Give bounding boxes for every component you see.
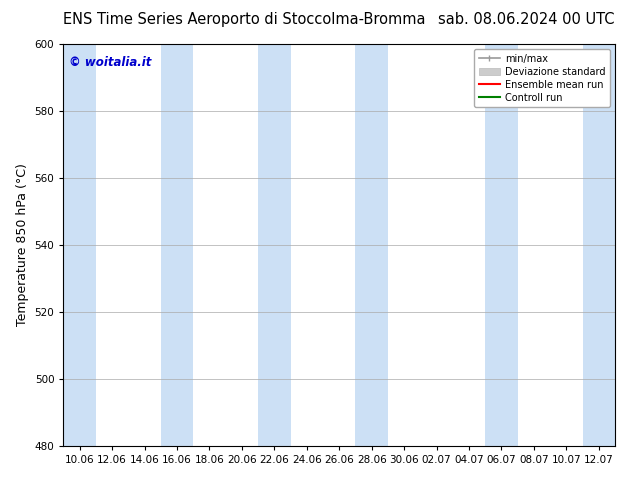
Bar bbox=[485, 44, 517, 446]
Text: ENS Time Series Aeroporto di Stoccolma-Bromma: ENS Time Series Aeroporto di Stoccolma-B… bbox=[63, 12, 426, 27]
Bar bbox=[161, 44, 193, 446]
Bar bbox=[258, 44, 290, 446]
Bar bbox=[583, 44, 615, 446]
Bar bbox=[356, 44, 388, 446]
Text: © woitalia.it: © woitalia.it bbox=[69, 56, 152, 69]
Text: sab. 08.06.2024 00 UTC: sab. 08.06.2024 00 UTC bbox=[439, 12, 615, 27]
Bar bbox=[63, 44, 96, 446]
Y-axis label: Temperature 850 hPa (°C): Temperature 850 hPa (°C) bbox=[16, 164, 29, 326]
Legend: min/max, Deviazione standard, Ensemble mean run, Controll run: min/max, Deviazione standard, Ensemble m… bbox=[474, 49, 610, 107]
